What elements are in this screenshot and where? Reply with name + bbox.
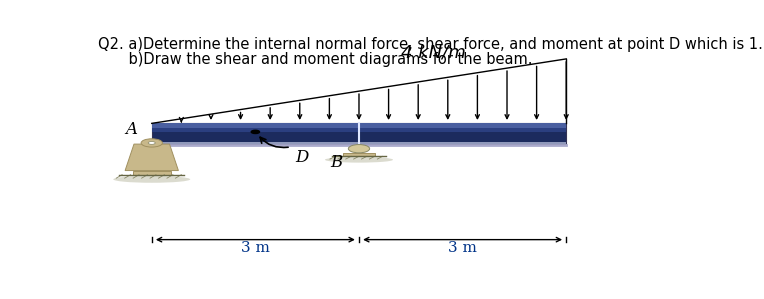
Circle shape [148, 141, 155, 144]
Text: A: A [125, 121, 137, 138]
Ellipse shape [113, 176, 190, 183]
Polygon shape [125, 144, 179, 170]
Text: 4 kN/m: 4 kN/m [400, 44, 465, 62]
Circle shape [348, 144, 370, 153]
Bar [152, 123, 566, 128]
Text: 3 m: 3 m [241, 242, 270, 255]
Bar [152, 128, 566, 132]
Text: D: D [296, 149, 309, 166]
Text: 3 m: 3 m [448, 242, 477, 255]
Bar [152, 142, 566, 144]
Circle shape [251, 130, 260, 133]
Circle shape [141, 139, 163, 147]
Text: B: B [330, 155, 342, 171]
Text: Q2. a)Determine the internal normal force, shear force, and moment at point D wh: Q2. a)Determine the internal normal forc… [99, 37, 764, 52]
Bar [152, 123, 566, 144]
Polygon shape [132, 170, 171, 175]
Polygon shape [343, 153, 375, 156]
Ellipse shape [325, 157, 393, 163]
Text: b)Draw the shear and moment diagrams for the beam.: b)Draw the shear and moment diagrams for… [110, 52, 533, 67]
